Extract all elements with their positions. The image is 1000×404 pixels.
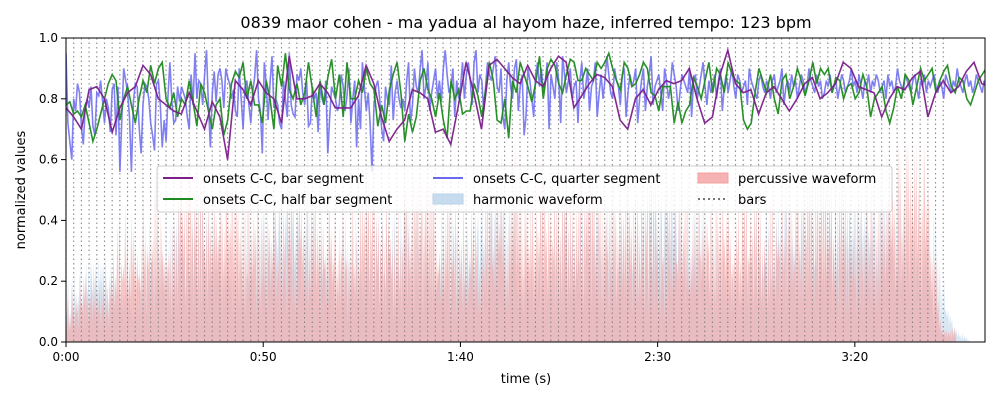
axes: 0:00 0:50 1:40 2:30 3:20 0.0 0.2 0.4 0.6 0.8 1.0	[39, 31, 986, 364]
chart-title: 0839 maor cohen - ma yadua al hayom haze…	[240, 13, 811, 32]
x-tick-label: 2:30	[644, 350, 671, 364]
x-tick-label: 0:50	[250, 350, 277, 364]
legend-label: bars	[738, 193, 767, 208]
legend: onsets C-C, bar segment onsets C-C, quart…	[156, 165, 893, 213]
legend-patch-swatch	[432, 193, 464, 205]
legend-label: onsets C-C, quarter segment	[473, 172, 660, 187]
percussive-waveform-area	[66, 136, 957, 342]
legend-label: percussive waveform	[738, 172, 876, 187]
y-tick-label: 0.2	[39, 274, 58, 288]
onset-series-lines	[66, 47, 985, 172]
waveform-areas	[66, 136, 985, 342]
y-axis-label: normalized values	[14, 130, 29, 249]
y-tick-label: 0.0	[39, 335, 58, 349]
x-tick-label: 3:20	[841, 350, 868, 364]
y-tick-label: 1.0	[39, 31, 58, 45]
legend-label: onsets C-C, bar segment	[203, 172, 364, 187]
harmonic-waveform-area	[66, 136, 985, 342]
x-axis-label: time (s)	[501, 372, 551, 387]
onsets-c-c-half-bar-segmentline	[66, 50, 985, 145]
x-tick-label: 1:40	[447, 350, 474, 364]
x-tick-label: 0:00	[53, 350, 80, 364]
y-tick-label: 0.4	[39, 213, 58, 227]
y-tick-label: 0.6	[39, 153, 58, 167]
plot-frame	[65, 37, 986, 343]
y-tick-label: 0.8	[39, 92, 58, 106]
legend-label: onsets C-C, half bar segment	[203, 193, 392, 208]
legend-label: harmonic waveform	[473, 193, 603, 208]
legend-patch-swatch	[697, 172, 729, 184]
onsets-c-c-bar-segmentline	[66, 47, 985, 160]
